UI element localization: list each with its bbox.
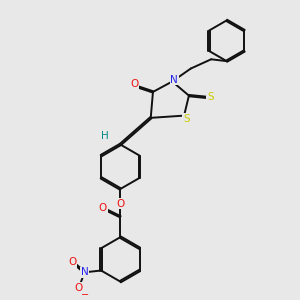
Text: N: N <box>170 75 178 85</box>
Text: H: H <box>101 131 109 141</box>
Text: O: O <box>68 257 77 267</box>
Text: O: O <box>75 283 83 293</box>
Text: N: N <box>81 267 88 278</box>
Text: S: S <box>183 114 190 124</box>
Text: O: O <box>116 199 124 209</box>
Text: O: O <box>130 80 138 89</box>
Text: −: − <box>82 290 90 300</box>
Text: O: O <box>99 202 107 212</box>
Text: S: S <box>207 92 214 103</box>
